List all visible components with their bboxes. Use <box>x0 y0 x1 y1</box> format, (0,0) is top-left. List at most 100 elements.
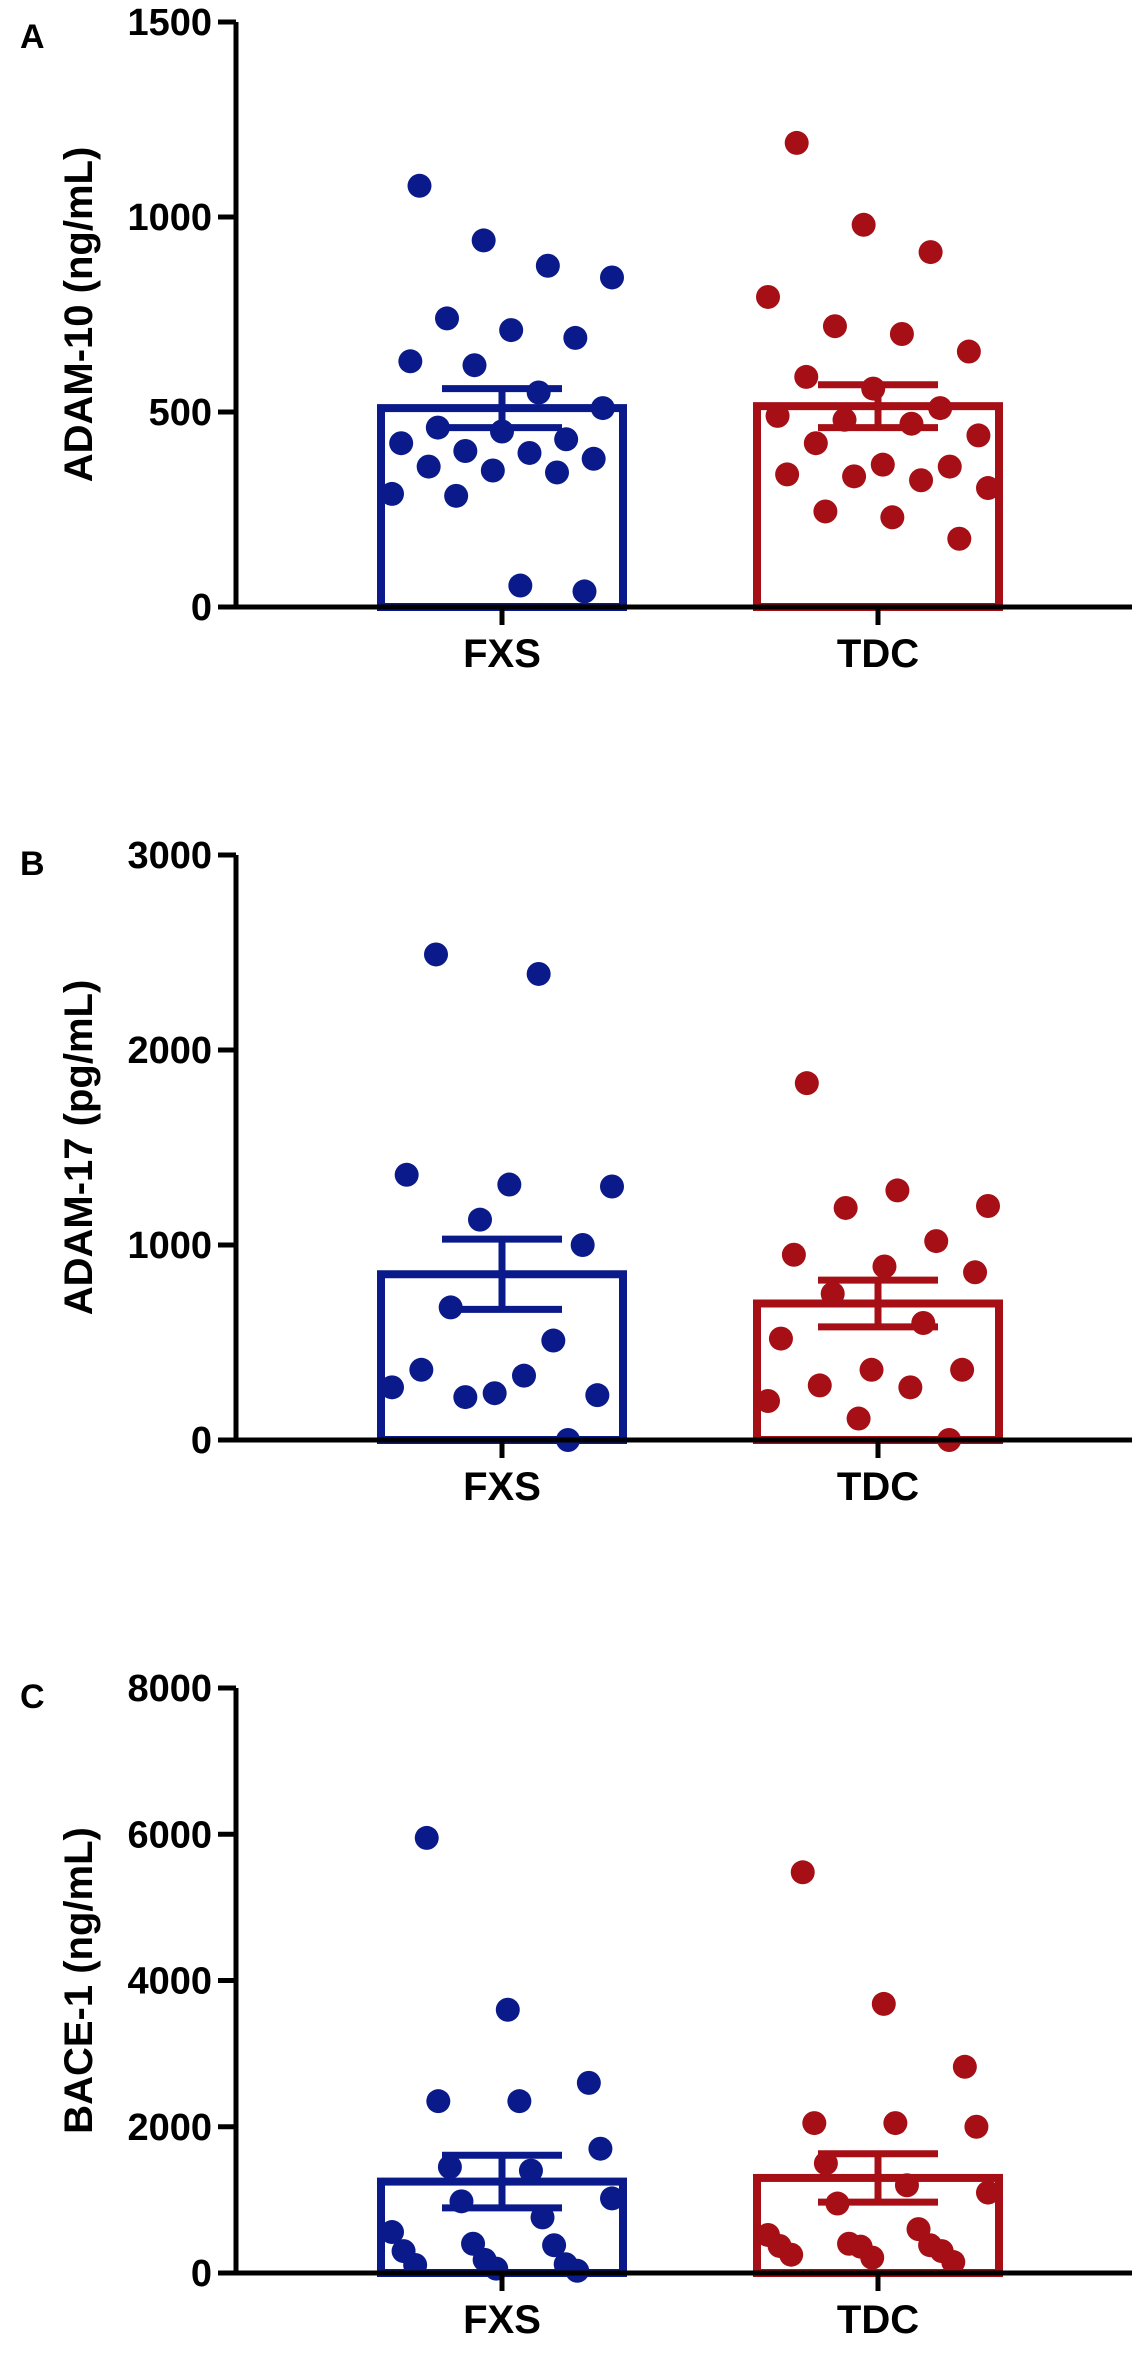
data-point <box>426 2089 451 2114</box>
data-point <box>480 458 505 483</box>
data-point <box>924 1229 949 1254</box>
data-point <box>462 353 487 378</box>
data-point <box>898 1375 923 1400</box>
data-point <box>976 476 1000 501</box>
data-point <box>899 411 924 436</box>
data-point <box>471 228 496 253</box>
data-point <box>813 2151 838 2176</box>
y-axis-label: BACE-1 (ng/mL) <box>57 1827 101 2134</box>
data-point <box>807 1373 832 1398</box>
x-category-label: FXS <box>463 632 541 676</box>
data-point <box>964 2114 989 2139</box>
series-fxs <box>377 1825 627 2283</box>
data-point <box>490 419 514 444</box>
data-point <box>484 2256 509 2281</box>
data-point <box>885 1178 910 1203</box>
data-point <box>495 1997 520 2022</box>
data-point <box>909 468 934 493</box>
data-point <box>444 483 469 508</box>
data-point <box>871 1991 896 2016</box>
series-tdc <box>753 1071 1003 1452</box>
data-point <box>794 364 819 389</box>
panel-label: A <box>20 18 45 56</box>
data-point <box>542 2233 567 2258</box>
data-point <box>781 1242 806 1267</box>
data-point <box>581 446 606 471</box>
data-point <box>435 306 459 331</box>
data-point <box>380 1375 404 1400</box>
data-point <box>832 407 857 432</box>
data-point <box>846 1406 871 1431</box>
data-point <box>438 1295 463 1320</box>
data-point <box>380 481 404 506</box>
data-point <box>851 212 876 237</box>
data-point <box>554 427 579 452</box>
data-point <box>449 2189 474 2214</box>
data-point <box>409 1357 434 1382</box>
data-point <box>756 284 780 309</box>
panel-b: B ADAM-17 (pg/mL) 0 1000 2000 3000 FXS TDC <box>20 835 1132 1509</box>
data-point <box>937 454 962 479</box>
x-category-label: FXS <box>463 2298 541 2342</box>
y-tick-label: 0 <box>191 2253 212 2295</box>
y-axis-label: ADAM-17 (pg/mL) <box>57 980 101 1316</box>
data-point <box>822 314 847 339</box>
data-point <box>600 265 624 290</box>
data-point <box>437 2154 462 2179</box>
panel-label: B <box>20 845 45 883</box>
x-category-label: TDC <box>837 632 919 676</box>
data-point <box>794 1071 819 1096</box>
y-tick-label: 1000 <box>127 1225 212 1267</box>
data-point <box>482 1381 507 1406</box>
data-point <box>928 396 953 421</box>
data-point <box>570 1233 595 1257</box>
data-point <box>833 1195 858 1220</box>
y-axis-label: ADAM-10 (ng/mL) <box>57 147 101 483</box>
data-point <box>530 2205 555 2230</box>
data-point <box>508 573 533 598</box>
series-tdc <box>753 130 1003 611</box>
series-tdc <box>753 1860 1003 2277</box>
data-point <box>952 2054 977 2079</box>
data-point <box>775 462 800 487</box>
y-tick-label: 2000 <box>127 2107 212 2149</box>
data-point <box>976 2180 1000 2205</box>
y-tick-label: 0 <box>191 1420 212 1462</box>
data-point <box>512 1363 536 1388</box>
data-point <box>976 1194 1000 1218</box>
data-point <box>572 579 597 604</box>
data-point <box>425 415 450 440</box>
y-tick-label: 1500 <box>127 2 212 44</box>
data-point <box>416 454 441 479</box>
data-point <box>790 1860 815 1885</box>
data-point <box>518 2158 543 2183</box>
data-point <box>802 2111 827 2136</box>
y-tick-label: 0 <box>191 587 212 629</box>
data-point <box>918 240 943 265</box>
data-point <box>861 376 886 401</box>
data-point <box>380 2220 404 2245</box>
data-point <box>585 1383 610 1408</box>
data-point <box>825 2191 850 2216</box>
data-point <box>966 423 991 448</box>
data-point <box>563 325 588 350</box>
data-point <box>541 1328 566 1353</box>
data-point <box>600 1174 624 1199</box>
panel-label: C <box>20 1678 45 1716</box>
data-point <box>517 440 542 465</box>
data-point <box>768 1326 793 1351</box>
y-tick-label: 1000 <box>127 197 212 239</box>
data-point <box>963 1260 988 1285</box>
data-point <box>842 464 867 489</box>
data-point <box>860 2245 885 2270</box>
data-point <box>779 2242 804 2267</box>
data-point <box>889 322 914 346</box>
data-point <box>784 130 809 155</box>
data-point <box>497 1172 522 1197</box>
data-point <box>526 380 551 405</box>
y-tick-label: 500 <box>149 392 212 434</box>
y-tick-label: 4000 <box>127 1961 212 2003</box>
x-category-label: TDC <box>837 2298 919 2342</box>
data-point <box>941 2250 966 2275</box>
